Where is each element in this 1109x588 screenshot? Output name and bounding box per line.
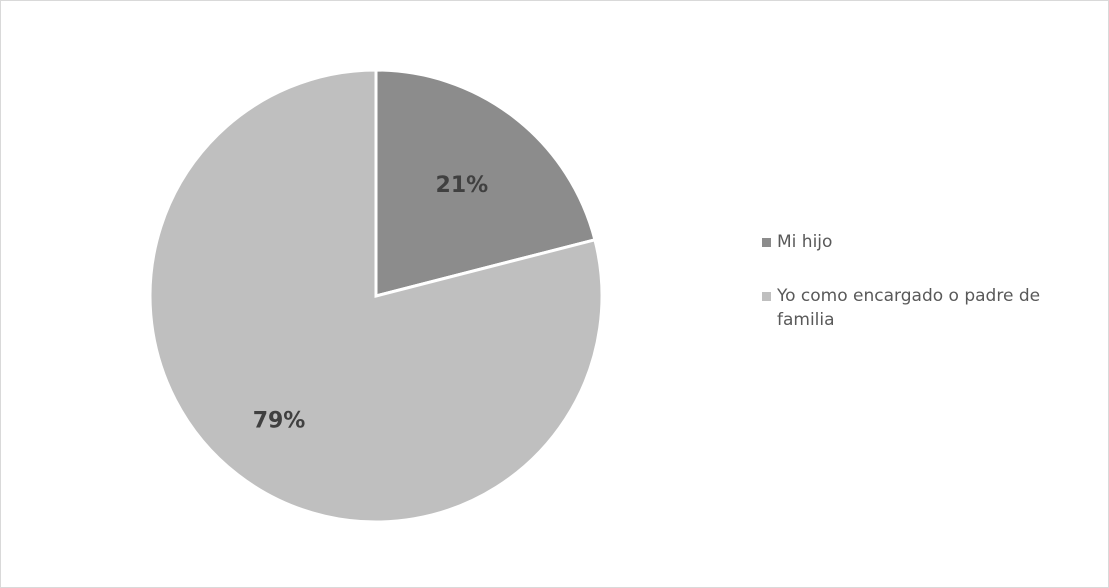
legend-item-mi-hijo: Mi hijo <box>762 230 1092 254</box>
pie-slice-yo-como-encargado <box>148 68 604 524</box>
legend-label-yo-como-encargado: Yo como encargado o padre de familia <box>777 286 1041 330</box>
legend-label-mi-hijo: Mi hijo <box>777 232 833 252</box>
legend: Mi hijo Yo como encargado o padre de fam… <box>762 230 1092 362</box>
data-label-mi-hijo: 21% <box>436 173 489 198</box>
legend-item-yo-como-encargado: Yo como encargado o padre de familia <box>762 284 1092 332</box>
pie-slice-mi-hijo <box>374 68 597 298</box>
legend-swatch-yo-como-encargado <box>762 292 771 301</box>
legend-swatch-mi-hijo <box>762 238 771 247</box>
pie-slices <box>148 68 604 524</box>
data-label-yo-como-encargado: 79% <box>253 409 306 434</box>
pie-data-labels: 21% 79% <box>253 173 489 434</box>
